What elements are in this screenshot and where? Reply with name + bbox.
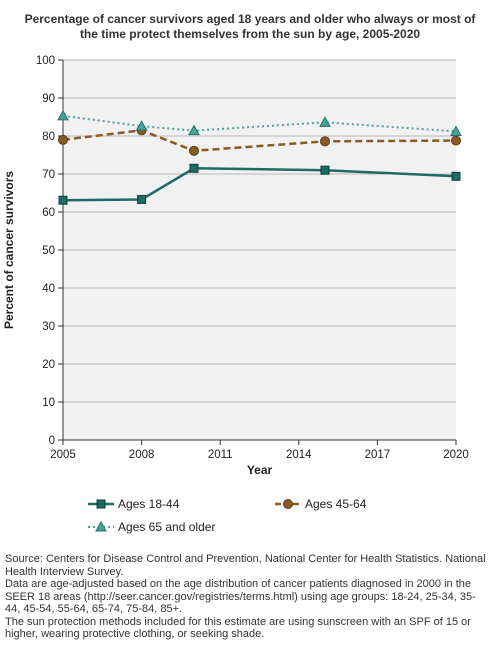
tick-label-y-3: 30 — [42, 321, 55, 333]
legend-label-1: Ages 45-64 — [305, 497, 367, 511]
tick-label-y-10: 100 — [36, 55, 55, 67]
point-1-0 — [58, 134, 68, 145]
y-axis-title: Percent of cancer survivors — [2, 171, 16, 329]
tick-label-y-9: 90 — [42, 93, 55, 105]
tick-label-y-7: 70 — [42, 169, 55, 181]
tick-label-y-0: 0 — [49, 435, 55, 447]
point-1-2 — [189, 145, 199, 156]
point-0-1 — [137, 194, 147, 204]
tick-label-x-5: 2020 — [443, 449, 469, 461]
x-axis-title: Year — [247, 463, 273, 477]
point-1-4 — [451, 135, 461, 146]
legend-label-0: Ages 18-44 — [118, 497, 180, 511]
legend-item-2: Ages 65 and older — [88, 520, 215, 534]
legend-item-0: Ages 18-44 — [88, 497, 179, 511]
tick-label-y-5: 50 — [42, 245, 55, 257]
tick-label-x-1: 2008 — [129, 449, 155, 461]
tick-label-x-3: 2014 — [286, 449, 312, 461]
tick-label-x-4: 2017 — [365, 449, 391, 461]
point-2-1 — [135, 120, 148, 131]
point-2-3 — [319, 116, 331, 127]
tick-label-y-8: 80 — [42, 131, 55, 143]
tick-label-y-4: 40 — [42, 283, 55, 295]
legend-swatch-triangle-icon — [88, 521, 114, 532]
line-chart: 0 10 20 30 40 50 60 70 80 90 100 2005 2008 2011 2014 20… — [2, 55, 469, 477]
point-2-4 — [450, 125, 462, 136]
tick-label-y-2: 20 — [42, 359, 55, 371]
legend-item-1: Ages 45-64 — [275, 497, 366, 511]
chart-title: Percentage of cancer survivors aged 18 y… — [24, 12, 476, 41]
source-notes: Source: Centers for Disease Control and … — [5, 553, 487, 641]
source-line-3: The sun protection methods included for … — [5, 615, 471, 641]
legend-swatch-circle-icon — [275, 499, 301, 509]
point-0-2 — [189, 163, 199, 173]
point-2-0 — [57, 109, 69, 121]
source-line-1: Source: Centers for Disease Control and … — [5, 553, 486, 578]
tick-label-x-0: 2005 — [50, 449, 76, 461]
tick-label-y-1: 10 — [42, 397, 55, 409]
tick-label-y-6: 60 — [42, 207, 55, 219]
point-0-4 — [451, 171, 461, 181]
legend-label-2: Ages 65 and older — [118, 520, 216, 534]
point-0-3 — [320, 165, 330, 175]
point-1-3 — [320, 136, 330, 147]
tick-label-x-2: 2011 — [208, 449, 233, 461]
point-2-2 — [188, 124, 200, 136]
point-0-0 — [58, 195, 68, 205]
legend-swatch-square-icon — [88, 499, 114, 509]
source-line-2: Data are age-adjusted based on the age d… — [5, 578, 476, 615]
